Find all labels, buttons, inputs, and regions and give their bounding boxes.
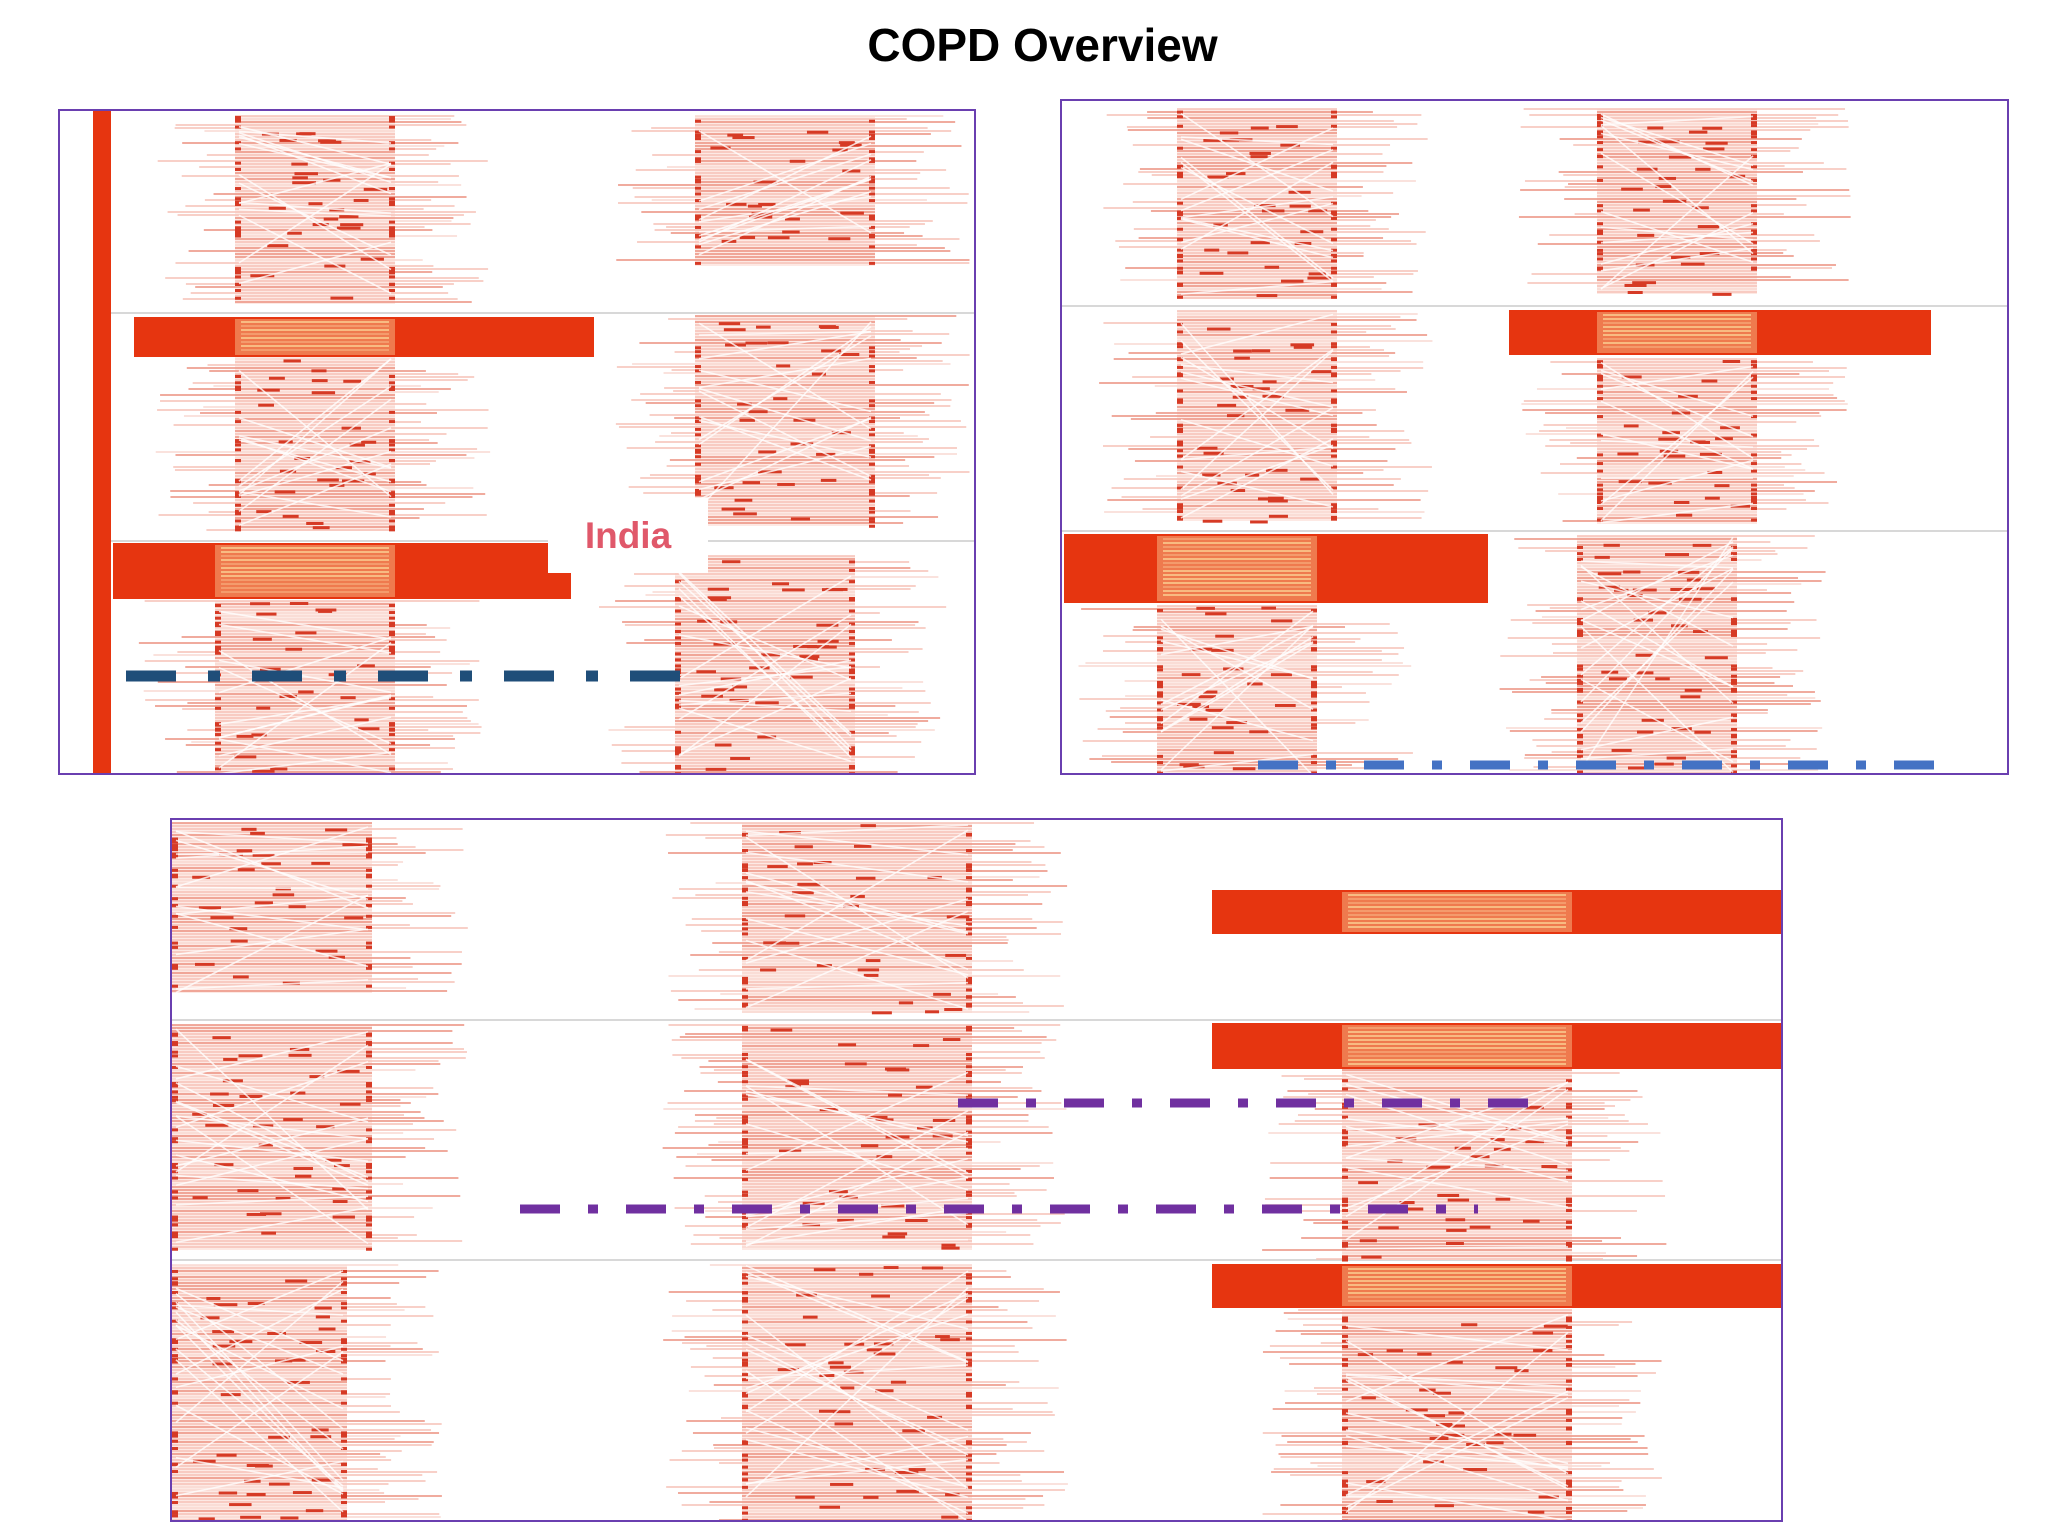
india-callout: India: [548, 498, 708, 573]
vertical-highlight-bar: [93, 111, 111, 773]
top-right-heatmap: [1062, 108, 2007, 773]
top-left-heatmap: [93, 111, 974, 773]
page-title: COPD Overview: [867, 19, 1218, 71]
bottom-heatmap: [172, 822, 1781, 1520]
top-right-panel: [1060, 99, 2009, 775]
heat-block: [742, 1025, 972, 1250]
bottom-panel: [170, 818, 1783, 1522]
top-left-panel: India: [58, 109, 976, 775]
